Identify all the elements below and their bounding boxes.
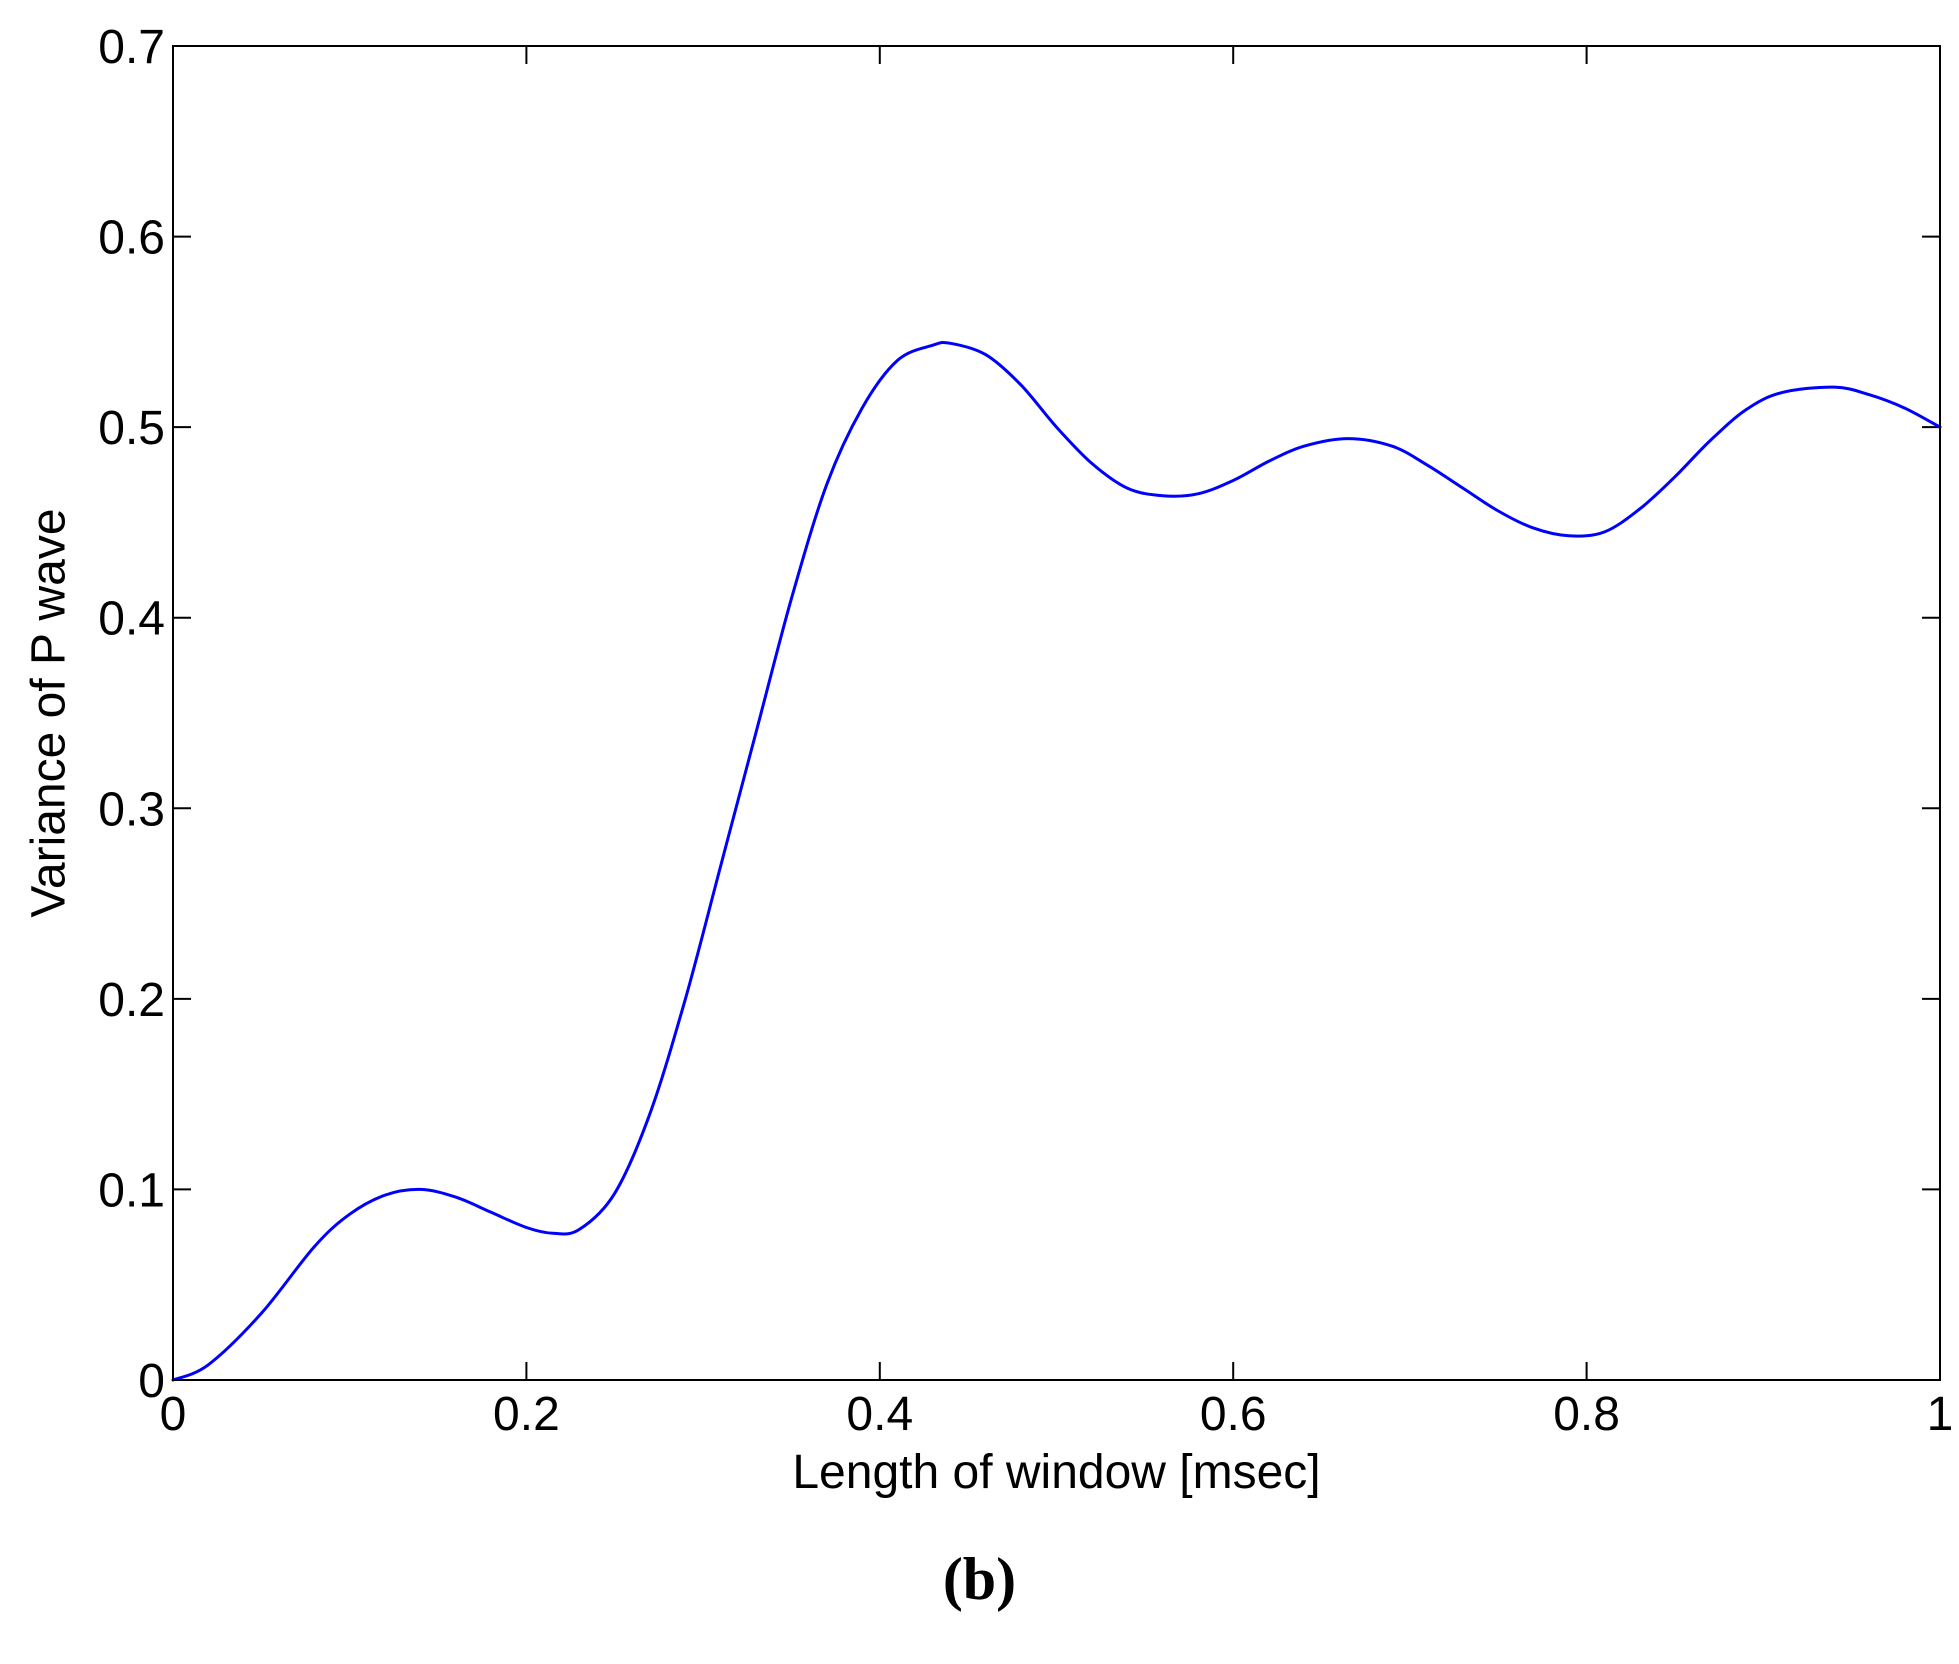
x-axis-ticks: 0 0.2 0.4 0.6 0.8 1 [160,46,1954,1441]
x-tick-label: 0.2 [493,1388,560,1441]
y-tick-label: 0.2 [98,974,165,1027]
y-tick-label: 0 [138,1355,165,1408]
x-tick-label: 1 [1927,1388,1954,1441]
y-tick-label: 0.7 [98,21,165,74]
y-tick-label: 0.3 [98,783,165,836]
plot-frame [172,45,1941,1381]
series-line [171,340,1942,1382]
y-tick-label: 0.1 [98,1164,165,1217]
x-tick-label: 0.6 [1200,1388,1267,1441]
y-tick-label: 0.4 [98,593,165,646]
y-axis-label: Variance of P wave [23,508,76,917]
x-tick-label: 0 [160,1388,187,1441]
y-tick-label: 0.5 [98,402,165,455]
y-tick-label: 0.6 [98,212,165,265]
x-axis-label: Length of window [msec] [792,1446,1320,1499]
panel-label: (b) [942,1546,1017,1612]
x-tick-label: 0.8 [1553,1388,1620,1441]
x-tick-label: 0.4 [846,1388,913,1441]
y-axis-ticks: 0 0.1 0.2 0.3 0.4 0.5 0.6 0.7 [98,21,1940,1408]
